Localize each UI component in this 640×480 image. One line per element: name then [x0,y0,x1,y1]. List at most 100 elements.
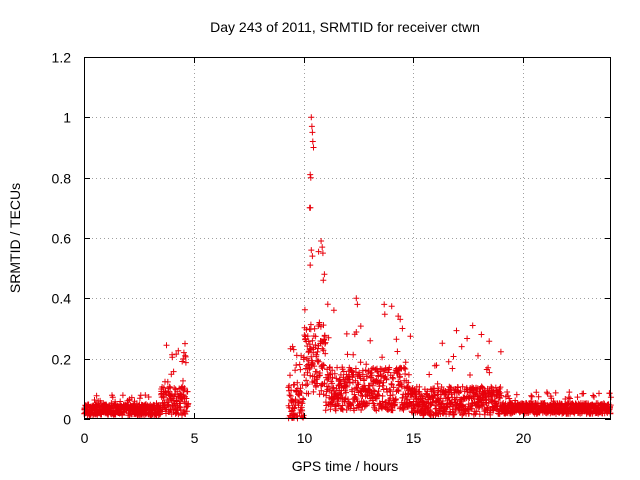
data-point [351,407,358,414]
data-point [528,392,535,399]
data-point [397,373,403,380]
data-point [369,397,376,404]
data-point [459,403,466,410]
data-point [306,341,313,348]
data-point [387,388,394,395]
data-point [301,372,308,378]
data-point [453,327,460,334]
data-point [484,404,491,411]
data-point [318,238,325,244]
data-point [166,383,173,390]
data-point [308,123,315,130]
data-point [333,375,340,382]
data-point [379,354,386,361]
data-point [506,395,513,402]
data-point [485,400,492,406]
data-point [374,368,381,374]
x-tick-label: 5 [191,430,199,446]
data-point [376,379,383,386]
data-point [307,204,314,211]
data-point [475,352,481,359]
data-point [297,366,304,373]
data-point [325,334,332,341]
data-point [544,390,551,397]
data-point [304,369,311,376]
data-point [326,364,333,371]
data-point [367,337,374,344]
data-point [341,398,348,405]
data-point [311,363,318,370]
data-point [358,407,365,413]
data-point [401,365,408,371]
data-point [160,384,167,391]
y-tick-label: 0 [63,412,71,428]
data-point [182,353,189,360]
data-point [325,383,332,390]
data-point [387,395,394,402]
data-point [361,376,368,383]
data-point [298,389,305,396]
data-point [326,371,333,378]
data-point [353,295,360,302]
data-point [393,336,400,343]
data-point [320,277,327,284]
data-point [310,144,317,151]
data-point [375,388,382,395]
data-point [380,386,387,393]
data-point [591,393,597,400]
data-points [81,114,614,422]
data-point [397,316,404,323]
data-point [405,371,412,378]
data-point [504,389,511,395]
data-point [321,332,328,339]
data-point [93,392,100,399]
data-point [313,368,320,375]
data-point [379,382,386,389]
ticks: 0 0.2 0.4 0.6 0.8 1 1.2 0 5 10 15 20 [52,50,611,446]
data-point [395,313,402,320]
data-point [386,386,393,393]
data-point [580,390,587,397]
data-point [497,389,504,396]
data-point [596,390,602,397]
data-point [498,392,505,399]
data-point [345,396,351,403]
data-point [360,399,367,406]
data-point [164,378,171,385]
data-point [299,381,306,388]
data-point [394,387,401,393]
data-point [478,331,485,338]
data-point [182,359,189,366]
data-point [567,395,573,402]
data-point [108,402,115,409]
data-point [388,303,395,310]
data-point [533,389,540,396]
data-point [379,393,386,399]
data-point [411,387,418,393]
data-point [109,394,116,401]
data-point [183,395,190,402]
data-point [305,390,312,397]
data-point [304,381,311,388]
data-point [307,174,314,181]
grid [84,57,611,419]
data-point [330,307,337,314]
data-point [185,400,192,407]
data-point [307,171,314,178]
plot-frame [84,57,611,419]
data-point [177,400,184,407]
data-point [329,374,336,381]
data-point [411,406,418,412]
data-point [308,247,315,254]
data-point [485,364,492,371]
data-point [310,349,317,356]
x-axis-label: GPS time / hours [292,458,399,474]
data-point [175,347,182,354]
data-point [91,397,98,403]
data-point [363,361,370,368]
data-point [470,411,477,418]
data-point [301,332,308,339]
data-point [307,364,313,371]
data-point [479,384,486,391]
data-point [319,345,326,352]
